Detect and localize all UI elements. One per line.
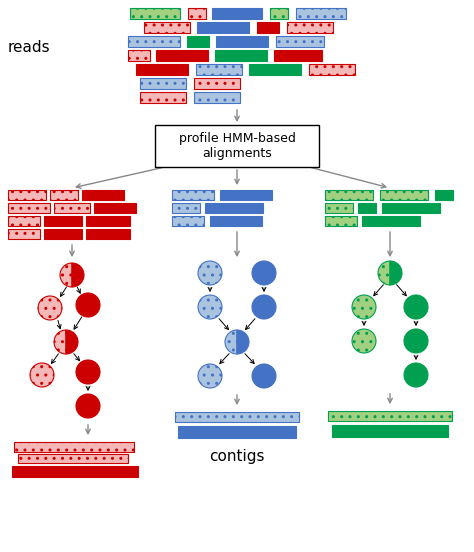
Bar — [172, 203, 200, 213]
Circle shape — [352, 329, 376, 353]
Bar — [332, 425, 448, 437]
Bar — [325, 190, 373, 200]
Circle shape — [352, 295, 376, 319]
Bar — [128, 50, 150, 61]
Bar — [44, 216, 82, 226]
Bar — [210, 216, 262, 226]
Bar — [140, 78, 186, 89]
Bar — [358, 203, 376, 213]
Wedge shape — [72, 263, 84, 287]
Circle shape — [38, 296, 62, 320]
Circle shape — [76, 394, 100, 418]
Circle shape — [252, 295, 276, 319]
Circle shape — [198, 295, 222, 319]
Bar — [172, 190, 214, 200]
Bar — [325, 203, 353, 213]
Bar — [362, 216, 420, 226]
Circle shape — [252, 364, 276, 388]
Wedge shape — [378, 261, 390, 285]
Bar — [274, 50, 322, 61]
Bar — [50, 190, 78, 200]
Bar — [82, 190, 124, 200]
Bar — [18, 454, 128, 463]
Wedge shape — [60, 263, 72, 287]
FancyBboxPatch shape — [155, 125, 319, 167]
Circle shape — [404, 363, 428, 387]
Circle shape — [198, 261, 222, 285]
Bar — [382, 203, 440, 213]
Text: contigs: contigs — [209, 448, 265, 464]
Circle shape — [76, 360, 100, 384]
Bar — [178, 426, 296, 438]
Bar — [12, 466, 138, 477]
Bar — [296, 8, 346, 19]
Bar — [328, 411, 452, 421]
Bar — [196, 64, 242, 75]
Text: profile HMM-based
alignments: profile HMM-based alignments — [179, 132, 295, 160]
Bar — [86, 216, 130, 226]
Wedge shape — [390, 261, 402, 285]
Circle shape — [76, 293, 100, 317]
Bar — [8, 203, 50, 213]
Bar — [309, 64, 355, 75]
Circle shape — [30, 363, 54, 387]
Bar — [194, 92, 240, 103]
Bar — [8, 229, 40, 239]
Bar — [172, 216, 204, 226]
Bar — [130, 8, 180, 19]
Wedge shape — [237, 330, 249, 354]
Bar — [197, 22, 249, 33]
Circle shape — [404, 329, 428, 353]
Bar — [380, 190, 428, 200]
Wedge shape — [54, 330, 66, 354]
Bar — [144, 22, 190, 33]
Bar — [140, 92, 186, 103]
Bar — [54, 203, 90, 213]
Bar — [44, 229, 82, 239]
Bar — [325, 216, 357, 226]
Bar — [215, 50, 267, 61]
Text: reads: reads — [8, 40, 51, 56]
Bar — [287, 22, 333, 33]
Bar — [187, 36, 209, 47]
Bar — [435, 190, 453, 200]
Bar — [128, 36, 180, 47]
Bar — [212, 8, 262, 19]
Bar — [194, 78, 240, 89]
Bar — [136, 64, 188, 75]
Bar — [14, 442, 134, 452]
Bar — [8, 216, 40, 226]
Circle shape — [198, 364, 222, 388]
Bar — [249, 64, 301, 75]
Bar — [216, 36, 268, 47]
Bar — [276, 36, 324, 47]
Bar — [257, 22, 279, 33]
Circle shape — [252, 261, 276, 285]
Bar — [188, 8, 206, 19]
Bar — [270, 8, 288, 19]
Bar — [86, 229, 130, 239]
Bar — [94, 203, 136, 213]
Bar — [175, 412, 299, 422]
Bar — [156, 50, 208, 61]
Bar — [220, 190, 272, 200]
Bar — [205, 203, 263, 213]
Wedge shape — [66, 330, 78, 354]
Bar — [8, 190, 46, 200]
Circle shape — [404, 295, 428, 319]
Wedge shape — [225, 330, 237, 354]
